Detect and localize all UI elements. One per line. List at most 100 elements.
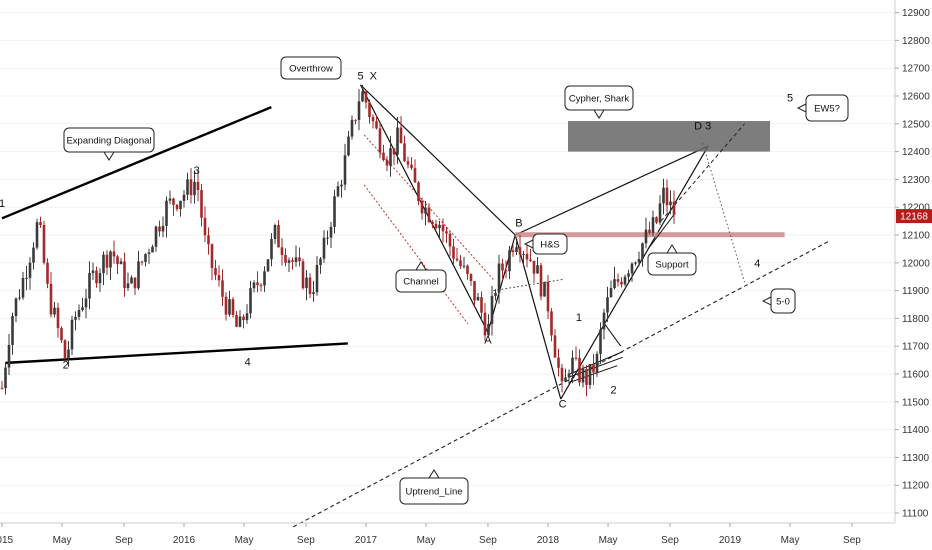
candle-body bbox=[452, 246, 455, 259]
candle-body bbox=[431, 222, 434, 224]
candle-body bbox=[228, 299, 231, 315]
candle-body bbox=[539, 265, 543, 297]
leg-xb bbox=[360, 84, 516, 236]
candle-body bbox=[294, 257, 298, 262]
candle-body bbox=[217, 275, 221, 281]
candle-body bbox=[588, 364, 592, 385]
candle-body bbox=[455, 258, 459, 261]
candle-body bbox=[189, 179, 193, 196]
candle-body bbox=[396, 127, 399, 155]
candle-body bbox=[53, 307, 56, 315]
candle-body bbox=[392, 148, 396, 155]
x-tick-label: 2018 bbox=[537, 535, 560, 546]
leg-bc bbox=[514, 234, 562, 400]
candle-body bbox=[627, 273, 630, 277]
candle-body bbox=[256, 282, 259, 286]
candle-body bbox=[658, 203, 662, 223]
candle-body bbox=[651, 217, 655, 233]
callout-tail bbox=[103, 151, 115, 161]
candle-body bbox=[25, 277, 28, 279]
candle-body bbox=[361, 91, 364, 102]
candle-body bbox=[459, 260, 462, 267]
candle-body bbox=[28, 262, 32, 278]
candle-body bbox=[193, 181, 196, 196]
candle-body bbox=[39, 222, 42, 225]
candle-body bbox=[378, 128, 382, 153]
candle-body bbox=[606, 297, 609, 313]
candle-body bbox=[420, 201, 424, 214]
callout-tail bbox=[666, 244, 678, 254]
candle-body bbox=[382, 152, 385, 161]
candle-body bbox=[406, 161, 410, 165]
callout-label: Support bbox=[655, 260, 689, 271]
candle-body bbox=[308, 277, 312, 295]
candle-body bbox=[154, 226, 158, 247]
candle-body bbox=[560, 367, 564, 382]
candle-body bbox=[7, 344, 11, 368]
candle-body bbox=[63, 340, 67, 359]
candle-body bbox=[490, 295, 494, 324]
candle-body bbox=[49, 283, 53, 315]
candle-body bbox=[56, 307, 60, 329]
candle-body bbox=[620, 281, 623, 285]
y-tick-label: 11800 bbox=[902, 314, 930, 325]
callout-label: Cypher, Shark bbox=[569, 94, 629, 105]
candle-body bbox=[595, 353, 599, 373]
candle-body bbox=[417, 182, 420, 202]
candle-body bbox=[98, 273, 102, 284]
candle-body bbox=[501, 263, 504, 271]
candle-body bbox=[410, 164, 413, 169]
candle-body bbox=[371, 117, 375, 122]
candle-body bbox=[445, 231, 448, 234]
callout-tail bbox=[415, 261, 427, 271]
candle-body bbox=[543, 282, 546, 297]
candle-body bbox=[518, 247, 522, 255]
candle-body bbox=[574, 357, 578, 359]
candle-body bbox=[581, 369, 585, 383]
wave-label-w4b: 4 bbox=[754, 258, 760, 270]
candle-body bbox=[123, 261, 126, 289]
candle-body bbox=[305, 277, 308, 289]
candle-body bbox=[427, 207, 431, 223]
x-tick-label: Sep bbox=[297, 535, 315, 546]
x-tick-label: Sep bbox=[661, 535, 679, 546]
wave-label-d3: D 3 bbox=[694, 120, 711, 132]
candle-body bbox=[641, 243, 644, 260]
y-tick-label: 11100 bbox=[902, 509, 929, 520]
chart-labels: Expanding Diagonal Overthrow Channel H&S Cyp… bbox=[0, 56, 849, 505]
candle-body bbox=[578, 357, 581, 383]
callout-hs: H&S bbox=[523, 233, 568, 255]
candle-body bbox=[60, 328, 63, 341]
y-tick-label: 11700 bbox=[902, 342, 930, 353]
candle-body bbox=[515, 247, 518, 253]
diagonal-upper-line bbox=[1, 106, 272, 220]
candle-body bbox=[102, 254, 105, 274]
wave-label-b: B bbox=[515, 218, 522, 230]
last-price-tag: 12168 bbox=[896, 209, 932, 224]
candle-body bbox=[536, 265, 539, 274]
triangle-edge bbox=[602, 320, 622, 347]
candle-body bbox=[343, 155, 347, 185]
candle-body bbox=[0, 387, 4, 389]
callout-label: Expanding Diagonal bbox=[66, 136, 151, 147]
candle-body bbox=[413, 168, 417, 183]
candle-body bbox=[70, 319, 74, 350]
candle-body bbox=[564, 377, 567, 382]
candle-body bbox=[385, 160, 389, 166]
candle-body bbox=[175, 204, 179, 210]
candle-body bbox=[357, 101, 361, 120]
callout-support: Support bbox=[647, 244, 697, 276]
candle-body bbox=[42, 224, 46, 263]
candle-body bbox=[252, 282, 256, 289]
callout-ew5: EW5? bbox=[796, 94, 849, 122]
candle-body bbox=[319, 258, 322, 266]
x-tick-label: 2019 bbox=[719, 535, 742, 546]
candle-body bbox=[273, 224, 277, 239]
y-tick-label: 11400 bbox=[902, 425, 930, 436]
candle-body bbox=[438, 224, 441, 229]
candle-body bbox=[133, 277, 137, 289]
candle-body bbox=[280, 247, 284, 256]
candle-body bbox=[46, 262, 49, 284]
candle-body bbox=[613, 279, 616, 289]
candle-body bbox=[245, 313, 249, 321]
